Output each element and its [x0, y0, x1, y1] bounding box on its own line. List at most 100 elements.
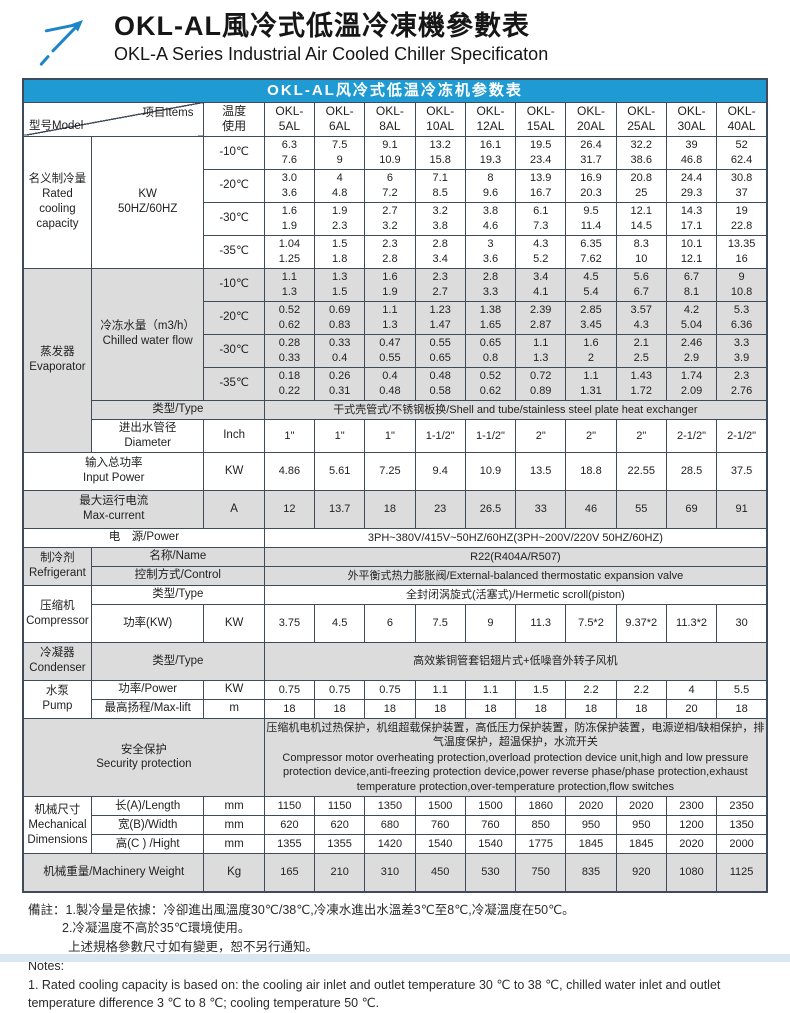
value-cell: 9.1 10.9 [364, 135, 416, 170]
value-cell: 2300 [665, 796, 718, 817]
value-cell: 22.55 [615, 451, 667, 491]
value-cell: 1150 [314, 796, 366, 817]
value-cell: 7.5 [414, 603, 466, 643]
value-cell: 9.4 [414, 451, 466, 491]
value-cell: 530 [464, 853, 517, 893]
temp-label: -30℃ [203, 333, 265, 368]
value-cell: 2.2 [615, 679, 667, 700]
value-cell: 0.72 0.89 [515, 366, 567, 401]
value-cell: 4.5 5.4 [565, 267, 617, 302]
value-cell: 30 [716, 603, 768, 643]
model-header: OKL- 25AL [615, 101, 667, 137]
value-cell: 1.74 2.09 [665, 366, 718, 401]
item-label: 控制方式/Control [90, 565, 265, 586]
value-cell: 28.5 [665, 451, 718, 491]
value-cell: 2.8 3.3 [464, 267, 517, 302]
value-cell: 19.5 23.4 [515, 135, 567, 170]
value-cell: 1355 [263, 834, 316, 855]
item-label: 功率/Power [90, 679, 205, 700]
merged-value: 全封闭涡旋式(活塞式)/Hermetic scroll(piston) [263, 584, 768, 605]
value-cell: 1200 [665, 815, 718, 836]
value-cell: 1.1 1.31 [565, 366, 617, 401]
unit-label: m [203, 698, 265, 719]
title-block: OKL-AL風冷式低溫冷凍機參數表 OKL-A Series Industria… [114, 10, 548, 65]
value-cell: 20 [665, 698, 718, 719]
page-title: OKL-AL風冷式低溫冷凍機參數表 [114, 11, 530, 41]
value-cell: 24.4 29.3 [665, 168, 718, 203]
temp-label: -20℃ [203, 168, 265, 203]
value-cell: 18 [565, 698, 617, 719]
value-cell: 2.46 2.9 [665, 333, 718, 368]
value-cell: 0.33 0.4 [314, 333, 366, 368]
item-label: 长(A)/Length [90, 796, 205, 817]
item-label: 宽(B)/Width [90, 815, 205, 836]
temp-label: -10℃ [203, 135, 265, 170]
value-cell: 1355 [314, 834, 366, 855]
value-cell: 1-1/2" [464, 418, 517, 453]
value-cell: 6.1 7.3 [515, 201, 567, 236]
table-banner-title: OKL-AL风冷式低温冷冻机参数表 [22, 78, 768, 103]
model-header: OKL- 30AL [665, 101, 718, 137]
value-cell: 20.8 25 [615, 168, 667, 203]
value-cell: 1.23 1.47 [414, 300, 466, 335]
model-header: OKL- 5AL [263, 101, 316, 137]
unit-label: Kg [203, 853, 265, 893]
value-cell: 0.55 0.65 [414, 333, 466, 368]
value-cell: 37.5 [716, 451, 768, 491]
value-cell: 9.37*2 [615, 603, 667, 643]
value-cell: 13.9 16.7 [515, 168, 567, 203]
value-cell: 55 [615, 489, 667, 529]
value-cell: 0.52 0.62 [263, 300, 316, 335]
value-cell: 2.8 3.4 [414, 234, 466, 269]
unit-label: Inch [203, 418, 265, 453]
value-cell: 1775 [515, 834, 567, 855]
value-cell: 9.5 11.4 [565, 201, 617, 236]
value-cell: 6 [364, 603, 416, 643]
value-cell: 30.8 37 [716, 168, 768, 203]
value-cell: 1.3 1.5 [314, 267, 366, 302]
value-cell: 3.3 3.9 [716, 333, 768, 368]
section-label: 水泵 Pump [22, 679, 92, 719]
value-cell: 1" [314, 418, 366, 453]
merged-value: 3PH~380V/415V~50HZ/60HZ(3PH~200V/220V 50… [263, 527, 768, 548]
notes-block: 備註：1.製冷量是依據：冷卻進出風溫度30℃/38℃,冷凍水進出水溫差3℃至8℃… [0, 893, 790, 1013]
value-cell: 91 [716, 489, 768, 529]
value-cell: 5.5 [716, 679, 768, 700]
value-cell: 0.75 [364, 679, 416, 700]
value-cell: 1.43 1.72 [615, 366, 667, 401]
value-cell: 2020 [665, 834, 718, 855]
security-text: 压缩机电机过热保护，机组超载保护装置，高低压力保护装置，防冻保护装置，电源逆相/… [263, 717, 768, 798]
value-cell: 760 [414, 815, 466, 836]
value-cell: 750 [515, 853, 567, 893]
value-cell: 760 [464, 815, 517, 836]
section-label: 制冷剂 Refrigerant [22, 546, 92, 586]
value-cell: 1.1 1.3 [515, 333, 567, 368]
page-subtitle: OKL-A Series Industrial Air Cooled Chill… [114, 44, 549, 65]
value-cell: 2" [515, 418, 567, 453]
value-cell: 2.2 [565, 679, 617, 700]
value-cell: 1420 [364, 834, 416, 855]
value-cell: 2" [565, 418, 617, 453]
value-cell: 18 [314, 698, 366, 719]
value-cell: 1.5 [515, 679, 567, 700]
value-cell: 39 46.8 [665, 135, 718, 170]
value-cell: 3.0 3.6 [263, 168, 316, 203]
value-cell: 6.35 7.62 [565, 234, 617, 269]
value-cell: 2.3 2.76 [716, 366, 768, 401]
document-header: OKL-AL風冷式低溫冷凍機參數表 OKL-A Series Industria… [0, 0, 790, 74]
item-label: 类型/Type [90, 641, 265, 681]
value-cell: 9 [464, 603, 517, 643]
value-cell: 1.6 1.9 [364, 267, 416, 302]
value-cell: 11.3*2 [665, 603, 718, 643]
temp-label: -35℃ [203, 234, 265, 269]
temp-usage-header: 温度 使用 [203, 101, 265, 137]
value-cell: 5.6 6.7 [615, 267, 667, 302]
value-cell: 3 3.6 [464, 234, 517, 269]
model-header: OKL- 15AL [515, 101, 567, 137]
value-cell: 2350 [716, 796, 768, 817]
value-cell: 5.61 [314, 451, 366, 491]
merged-value: 外平衡式热力膨胀阀/External-balanced thermostatic… [263, 565, 768, 586]
section-label: 机械尺寸 Mechanical Dimensions [22, 796, 92, 855]
value-cell: 1.6 1.9 [263, 201, 316, 236]
value-cell: 18 [263, 698, 316, 719]
